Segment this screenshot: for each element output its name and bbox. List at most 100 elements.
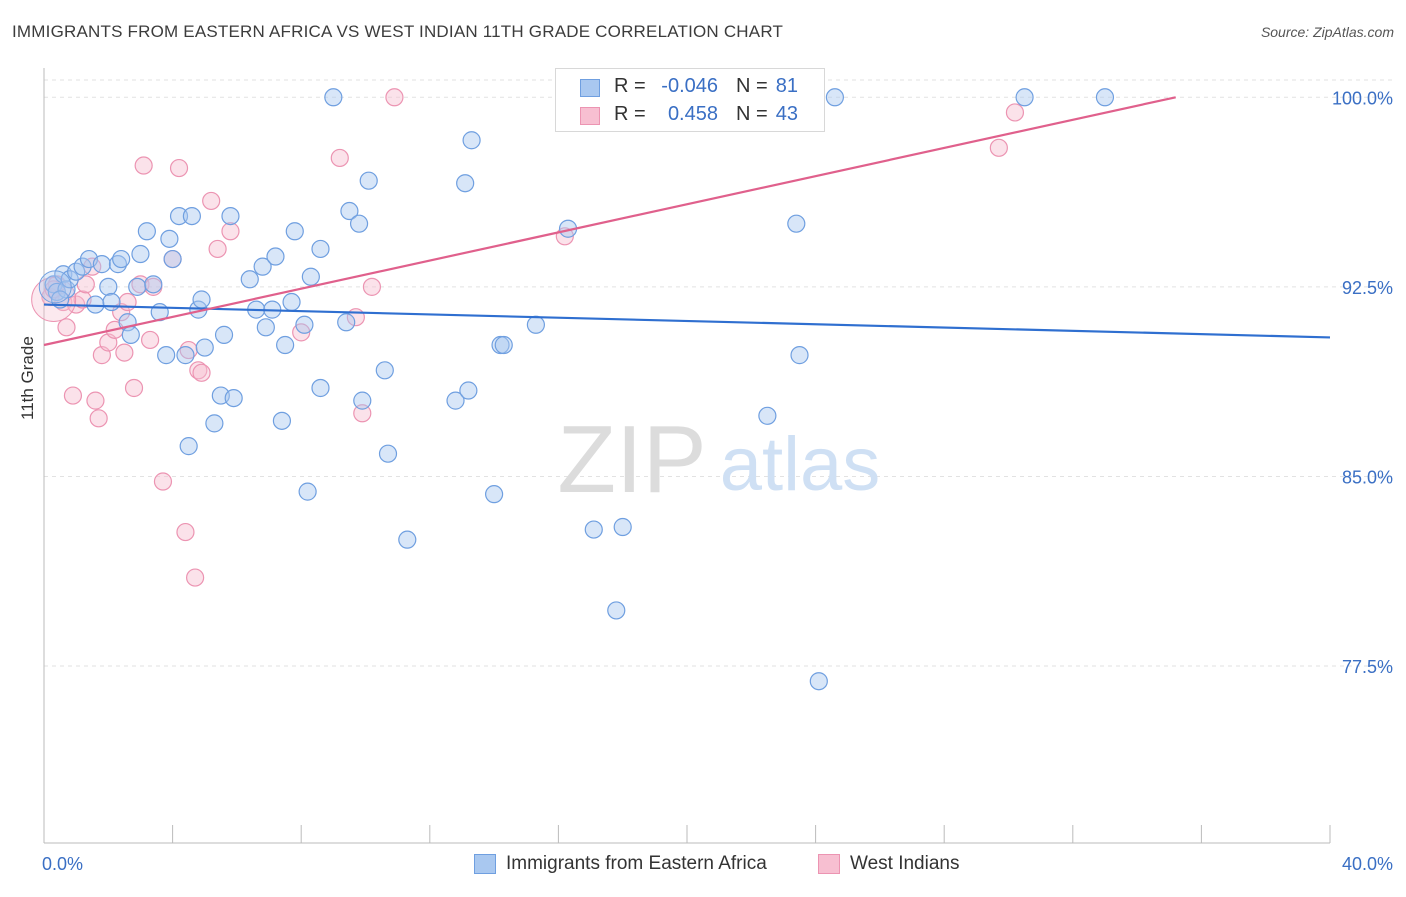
eastern-africa-point xyxy=(359,171,378,190)
x-tick-labels: 0.0% 40.0% xyxy=(42,854,1393,874)
eastern-africa-point xyxy=(790,346,809,365)
eastern-africa-cluster-point xyxy=(38,270,72,304)
west-indians-point xyxy=(57,318,76,337)
eastern-africa-point xyxy=(86,295,105,314)
west-indians-point xyxy=(153,472,173,491)
eastern-africa-point xyxy=(256,318,275,337)
eastern-africa-point xyxy=(298,482,317,501)
eastern-africa-point xyxy=(375,361,394,380)
west-indians-point xyxy=(202,191,221,211)
eastern-africa-point xyxy=(456,174,475,193)
west-indians-point xyxy=(989,138,1008,157)
y-tick-label: 100.0% xyxy=(1332,88,1393,108)
eastern-africa-point xyxy=(221,206,240,226)
r-value: 0.458 xyxy=(667,103,718,125)
y-tick-label: 85.0% xyxy=(1342,467,1393,487)
eastern-africa-point xyxy=(340,201,359,221)
west-indians-point xyxy=(208,239,227,259)
west-indians-point xyxy=(76,275,95,294)
r-label: R = xyxy=(614,75,646,97)
eastern-africa-point xyxy=(809,672,828,691)
n-value: 81 xyxy=(775,75,798,97)
eastern-africa-point xyxy=(324,88,343,107)
west-indians-point xyxy=(1005,103,1025,122)
pink-swatch xyxy=(818,854,840,874)
eastern-africa-trend-line xyxy=(43,303,1331,339)
source-label: Source: ZipAtlas.com xyxy=(1260,24,1394,40)
stats-row-west-indians: R = 0.458 N = 43 xyxy=(556,101,824,129)
west-indians-point xyxy=(169,158,189,178)
west-indians-trend-line xyxy=(43,96,1176,347)
watermark: ZIP atlas xyxy=(557,406,880,513)
eastern-africa-point xyxy=(282,292,301,312)
west-indians-point xyxy=(89,409,108,428)
eastern-africa-point xyxy=(112,249,131,269)
eastern-africa-point xyxy=(214,325,234,344)
eastern-africa-point xyxy=(494,335,513,355)
watermark-zip: ZIP xyxy=(557,406,706,513)
west-indians-point xyxy=(385,88,404,107)
eastern-africa-point xyxy=(526,315,545,334)
gridlines xyxy=(44,79,1396,667)
eastern-africa-point xyxy=(311,239,330,259)
legend-label: Immigrants from Eastern Africa xyxy=(506,853,767,874)
west-indians-point xyxy=(115,343,134,362)
eastern-africa-point xyxy=(102,292,121,312)
y-tick-label: 77.5% xyxy=(1342,657,1393,677)
eastern-africa-point xyxy=(301,267,320,286)
trend-lines xyxy=(43,96,1331,347)
west-indians-point xyxy=(134,156,153,175)
eastern-africa-point xyxy=(485,485,504,504)
west-indians-point xyxy=(140,330,160,350)
n-label: N = xyxy=(736,103,768,125)
n-value: 43 xyxy=(775,103,798,125)
stats-row-eastern-africa: R = -0.046 N = 81 xyxy=(556,73,824,101)
n-label: N = xyxy=(736,75,768,97)
west-indians-point xyxy=(362,277,382,296)
eastern-africa-point xyxy=(272,411,292,430)
eastern-africa-point xyxy=(353,391,372,410)
eastern-africa-point xyxy=(1095,88,1115,107)
axes xyxy=(43,68,1331,844)
eastern-africa-point xyxy=(163,249,182,269)
eastern-africa-point xyxy=(276,335,295,355)
eastern-africa-point xyxy=(157,346,176,365)
eastern-africa-point xyxy=(179,437,198,456)
eastern-africa-point xyxy=(192,290,211,309)
west-indians-point xyxy=(221,222,240,241)
eastern-africa-point xyxy=(176,346,195,365)
eastern-africa-point xyxy=(349,214,369,233)
eastern-africa-point xyxy=(337,313,356,332)
eastern-africa-point xyxy=(462,131,481,150)
west-indians-point xyxy=(192,363,211,382)
eastern-africa-point xyxy=(182,206,201,226)
eastern-africa-point xyxy=(144,275,163,294)
eastern-africa-point xyxy=(378,444,398,463)
west-indians-point xyxy=(44,280,63,299)
blue-swatch xyxy=(580,79,600,97)
eastern-africa-point xyxy=(285,222,304,241)
eastern-africa-points xyxy=(38,88,1115,691)
eastern-africa-point xyxy=(253,257,272,276)
x-tick-label-max: 40.0% xyxy=(1342,854,1393,874)
eastern-africa-point xyxy=(613,517,632,537)
x-tick-label-min: 0.0% xyxy=(42,854,83,874)
eastern-africa-point xyxy=(205,414,224,433)
y-tick-labels: 77.5% 85.0% 92.5% 100.0% xyxy=(1332,88,1393,677)
y-tick-label: 92.5% xyxy=(1342,278,1393,298)
stats-legend: R = -0.046 N = 81 R = 0.458 N = 43 xyxy=(555,68,825,132)
chart-title: IMMIGRANTS FROM EASTERN AFRICA VS WEST I… xyxy=(12,22,784,41)
eastern-africa-point xyxy=(398,530,417,549)
eastern-africa-point xyxy=(446,391,465,410)
west-indians-point xyxy=(186,568,205,587)
west-indians-point xyxy=(330,148,349,168)
eastern-africa-point xyxy=(758,406,777,425)
series-legend: Immigrants from Eastern Africa West Indi… xyxy=(0,852,1406,878)
west-indians-point xyxy=(176,522,195,542)
pink-swatch xyxy=(580,107,600,125)
west-indians-point xyxy=(353,404,372,423)
r-label: R = xyxy=(614,103,646,125)
eastern-africa-point xyxy=(73,257,92,276)
